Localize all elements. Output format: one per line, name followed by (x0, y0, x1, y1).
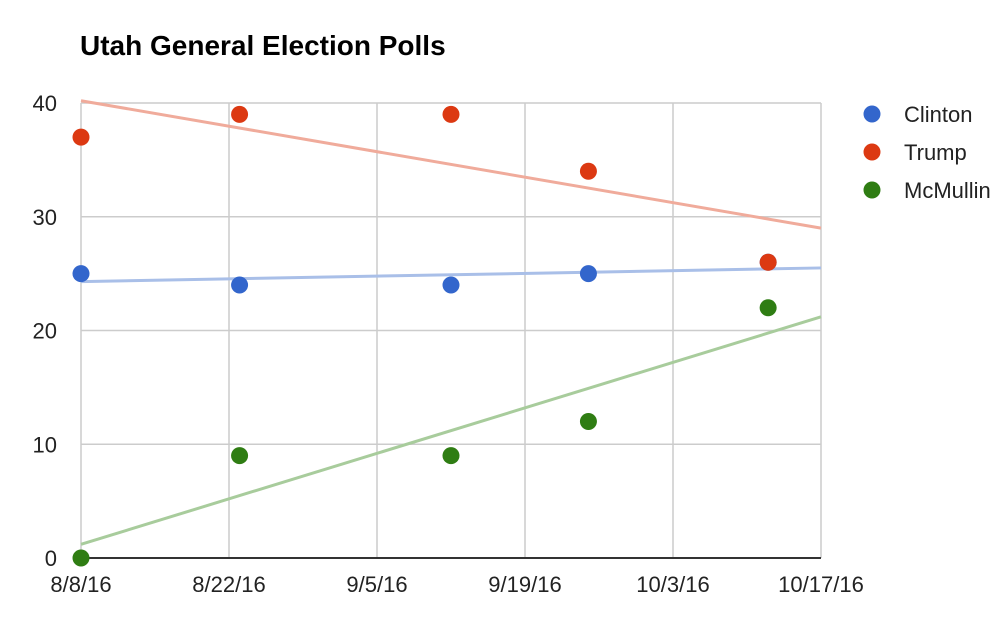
data-point-trump (579, 162, 597, 180)
data-point-clinton (579, 265, 597, 283)
legend-label: Trump (904, 140, 967, 165)
data-point-clinton (72, 265, 90, 283)
trendline-mcmullin (80, 315, 822, 546)
x-tick-label: 10/17/16 (778, 572, 864, 597)
y-tick-label: 20 (33, 319, 57, 344)
data-point-mcmullin (231, 447, 249, 465)
y-tick-label: 10 (33, 432, 57, 457)
data-point-mcmullin (72, 549, 90, 567)
data-point-clinton (442, 276, 460, 294)
chart-title: Utah General Election Polls (80, 30, 446, 61)
y-tick-label: 30 (33, 205, 57, 230)
data-point-mcmullin (442, 447, 460, 465)
x-tick-label: 9/5/16 (346, 572, 407, 597)
x-tick-label: 9/19/16 (488, 572, 561, 597)
data-point-trump (442, 105, 460, 123)
data-point-trump (759, 253, 777, 271)
data-point-trump (231, 105, 249, 123)
legend-label: Clinton (904, 102, 972, 127)
x-tick-label: 10/3/16 (636, 572, 709, 597)
y-tick-label: 0 (45, 546, 57, 571)
legend-marker-clinton (863, 105, 881, 123)
data-point-clinton (231, 276, 249, 294)
data-point-mcmullin (579, 413, 597, 430)
data-point-mcmullin (759, 299, 777, 317)
data-point-trump (72, 128, 90, 146)
legend-label: McMullin (904, 178, 991, 203)
trendline-clinton (80, 266, 822, 284)
legend-marker-trump (863, 143, 881, 161)
x-tick-label: 8/22/16 (192, 572, 265, 597)
x-tick-label: 8/8/16 (50, 572, 111, 597)
legend-marker-mcmullin (863, 181, 881, 199)
trendline-trump (80, 99, 822, 230)
y-tick-label: 40 (33, 91, 57, 116)
